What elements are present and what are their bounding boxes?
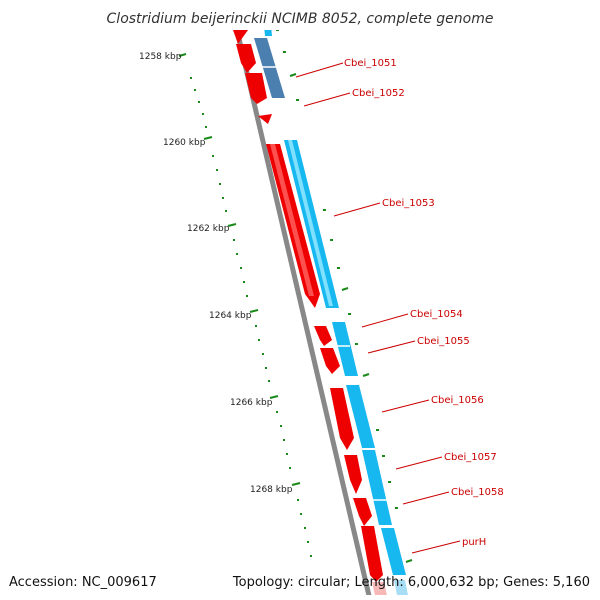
cds-feature: [314, 326, 332, 346]
label-leader: [361, 313, 409, 328]
gene-feature-highlight: [288, 140, 333, 306]
faded-gene-feature: [394, 580, 408, 595]
gene-label-cbei-1058[interactable]: Cbei_1058: [451, 487, 504, 498]
cds-feature: [236, 44, 256, 73]
label-leader: [395, 456, 443, 470]
gene-label-cbei-1055[interactable]: Cbei_1055: [417, 336, 470, 347]
gene-feature: [332, 322, 358, 376]
cds-feature: [344, 455, 362, 494]
kbp-ruler: 1258 kbp 1260 kbp 1262 kbp 1264 kbp 1266…: [139, 52, 312, 557]
gene-label-purh[interactable]: purH: [462, 537, 486, 548]
ruler-label: 1264 kbp: [209, 311, 252, 321]
gene-labels: Cbei_1051 Cbei_1052 Cbei_1053 Cbei_1054 …: [344, 58, 504, 548]
label-leader: [411, 540, 461, 554]
label-leader: [367, 340, 416, 354]
label-leader: [402, 491, 450, 505]
cds-feature: [330, 388, 354, 450]
cds-feature: [320, 348, 340, 374]
ruler-label: 1258 kbp: [139, 52, 182, 62]
gene-label-cbei-1054[interactable]: Cbei_1054: [410, 309, 463, 320]
faded-cds-feature: [372, 582, 387, 595]
gene-label-cbei-1051[interactable]: Cbei_1051: [344, 58, 397, 69]
gene-label-cbei-1057[interactable]: Cbei_1057: [444, 452, 497, 463]
ruler-label: 1262 kbp: [187, 224, 230, 234]
topology-text: Topology: circular; Length: 6,000,632 bp…: [232, 575, 590, 590]
gene-feature: [362, 450, 392, 525]
label-leader: [295, 62, 344, 78]
cds-feature: [258, 114, 272, 124]
gene-label-cbei-1053[interactable]: Cbei_1053: [382, 198, 435, 209]
cds-feature: [361, 526, 383, 582]
cds-feature: [353, 498, 372, 526]
cds-feature-highlight: [270, 144, 314, 296]
label-leader: [333, 202, 381, 217]
gene-label-cbei-1052[interactable]: Cbei_1052: [352, 88, 405, 99]
label-leader: [381, 399, 430, 413]
faded-gene-feature: [243, 0, 254, 10]
outer-tick-track: [276, 30, 413, 563]
accession-text: Accession: NC_009617: [9, 575, 157, 590]
cds-feature: [233, 30, 248, 44]
label-leader: [303, 92, 351, 107]
gene-feature: [346, 385, 375, 448]
gene-feature-stripe: [264, 30, 272, 36]
map-title: Clostridium beijerinckii NCIMB 8052, com…: [107, 11, 494, 27]
ruler-label: 1266 kbp: [230, 398, 273, 408]
gene-feature: [254, 38, 285, 98]
gene-label-cbei-1056[interactable]: Cbei_1056: [431, 395, 484, 406]
cds-feature: [245, 73, 267, 104]
gene-feature: [381, 528, 406, 575]
ruler-label: 1260 kbp: [163, 138, 206, 148]
ruler-label: 1268 kbp: [250, 485, 293, 495]
